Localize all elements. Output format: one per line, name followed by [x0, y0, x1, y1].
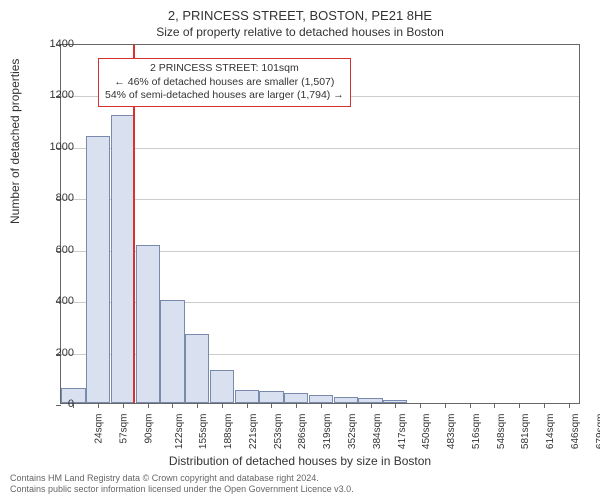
- histogram-bar: [259, 391, 283, 403]
- y-tick-label: 400: [34, 295, 74, 307]
- x-tick-mark: [494, 403, 495, 408]
- x-tick-label: 417sqm: [397, 414, 408, 450]
- x-tick-label: 679sqm: [595, 414, 600, 450]
- x-tick-label: 384sqm: [372, 414, 383, 450]
- annotation-line-1: 2 PRINCESS STREET: 101sqm: [105, 62, 344, 76]
- x-tick-mark: [98, 403, 99, 408]
- annotation-box: 2 PRINCESS STREET: 101sqm ← 46% of detac…: [98, 58, 351, 107]
- x-tick-label: 188sqm: [223, 414, 234, 450]
- x-tick-label: 352sqm: [347, 414, 358, 450]
- x-tick-label: 483sqm: [446, 414, 457, 450]
- x-tick-mark: [569, 403, 570, 408]
- histogram-bar: [284, 393, 308, 403]
- x-tick-label: 155sqm: [199, 414, 210, 450]
- histogram-bar: [86, 136, 110, 403]
- x-tick-mark: [395, 403, 396, 408]
- x-tick-label: 122sqm: [174, 414, 185, 450]
- chart-title-sub: Size of property relative to detached ho…: [0, 23, 600, 39]
- y-axis-label: Number of detached properties: [8, 59, 22, 224]
- x-axis-label: Distribution of detached houses by size …: [0, 454, 600, 468]
- x-tick-mark: [197, 403, 198, 408]
- histogram-bar: [136, 245, 160, 403]
- y-tick-label: 1400: [34, 38, 74, 50]
- annotation-line-2: ← 46% of detached houses are smaller (1,…: [105, 76, 344, 90]
- x-tick-label: 516sqm: [471, 414, 482, 450]
- histogram-bar: [160, 300, 184, 403]
- x-tick-mark: [371, 403, 372, 408]
- x-tick-label: 548sqm: [496, 414, 507, 450]
- x-tick-mark: [346, 403, 347, 408]
- x-tick-label: 24sqm: [94, 414, 105, 444]
- x-tick-label: 57sqm: [119, 414, 130, 444]
- y-tick-label: 800: [34, 192, 74, 204]
- footer-line-1: Contains HM Land Registry data © Crown c…: [10, 473, 354, 485]
- x-tick-mark: [148, 403, 149, 408]
- x-tick-label: 90sqm: [143, 414, 154, 444]
- x-tick-mark: [519, 403, 520, 408]
- x-tick-label: 253sqm: [273, 414, 284, 450]
- annotation-line-3: 54% of semi-detached houses are larger (…: [105, 89, 344, 103]
- x-tick-mark: [420, 403, 421, 408]
- y-tick-label: 0: [34, 398, 74, 410]
- y-tick-label: 1000: [34, 141, 74, 153]
- histogram-bar: [185, 334, 209, 403]
- x-tick-label: 450sqm: [421, 414, 432, 450]
- x-tick-mark: [321, 403, 322, 408]
- gridline-h: [61, 148, 579, 149]
- x-tick-mark: [222, 403, 223, 408]
- x-tick-mark: [470, 403, 471, 408]
- histogram-bar: [210, 370, 234, 403]
- x-tick-mark: [544, 403, 545, 408]
- y-tick-label: 1200: [34, 89, 74, 101]
- x-tick-label: 646sqm: [570, 414, 581, 450]
- y-tick-label: 600: [34, 244, 74, 256]
- x-tick-label: 221sqm: [248, 414, 259, 450]
- x-tick-mark: [296, 403, 297, 408]
- histogram-bar: [235, 390, 259, 403]
- y-tick-label: 200: [34, 347, 74, 359]
- x-tick-label: 286sqm: [298, 414, 309, 450]
- x-tick-mark: [172, 403, 173, 408]
- x-tick-label: 319sqm: [322, 414, 333, 450]
- footer-line-2: Contains public sector information licen…: [10, 484, 354, 496]
- x-tick-label: 581sqm: [520, 414, 531, 450]
- histogram-bar: [309, 395, 333, 403]
- x-tick-mark: [123, 403, 124, 408]
- x-tick-mark: [445, 403, 446, 408]
- histogram-bar: [111, 115, 135, 403]
- x-tick-mark: [271, 403, 272, 408]
- x-tick-label: 614sqm: [545, 414, 556, 450]
- gridline-h: [61, 199, 579, 200]
- chart-title-main: 2, PRINCESS STREET, BOSTON, PE21 8HE: [0, 0, 600, 23]
- footer-attribution: Contains HM Land Registry data © Crown c…: [10, 473, 354, 496]
- x-tick-mark: [247, 403, 248, 408]
